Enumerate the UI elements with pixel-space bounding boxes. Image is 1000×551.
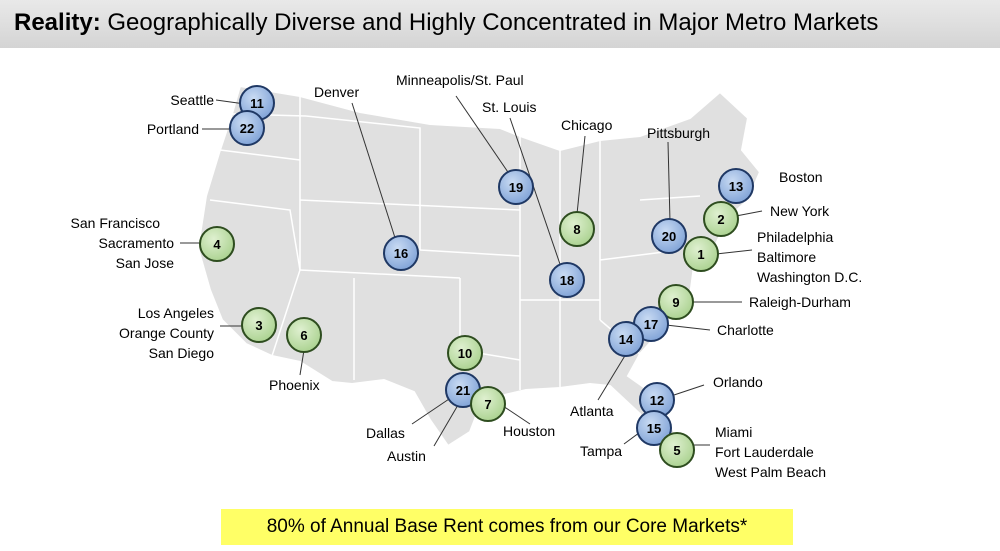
marker-number: 17 xyxy=(644,317,658,332)
marker-miami[interactable]: 5 xyxy=(659,432,695,468)
marker-los-angeles[interactable]: 3 xyxy=(241,307,277,343)
marker-tampa[interactable]: 15 xyxy=(636,410,672,446)
city-label-denver: Denver xyxy=(314,84,359,100)
city-label-pittsburgh: Pittsburgh xyxy=(647,125,710,141)
city-label-austin: Austin xyxy=(387,448,426,464)
city-label-phoenix: Phoenix xyxy=(269,377,320,393)
city-label-st-louis: St. Louis xyxy=(482,99,536,115)
marker-st-louis[interactable]: 18 xyxy=(549,262,585,298)
marker-number: 9 xyxy=(672,295,679,310)
title-bar: Reality: Geographically Diverse and High… xyxy=(0,0,1000,48)
marker-number: 6 xyxy=(300,328,307,343)
marker-number: 21 xyxy=(456,383,470,398)
marker-number: 19 xyxy=(509,180,523,195)
marker-atlanta[interactable]: 14 xyxy=(608,321,644,357)
marker-number: 7 xyxy=(484,397,491,412)
marker-boston[interactable]: 13 xyxy=(718,168,754,204)
marker-number: 15 xyxy=(647,421,661,436)
city-label-san-francisco: San Francisco xyxy=(71,215,161,231)
city-label-minneapolis: Minneapolis/St. Paul xyxy=(396,72,524,88)
city-label-portland: Portland xyxy=(147,121,199,137)
core-markets-banner: 80% of Annual Base Rent comes from our C… xyxy=(221,509,793,545)
marker-houston[interactable]: 7 xyxy=(470,386,506,422)
marker-philadelphia[interactable]: 1 xyxy=(683,236,719,272)
marker-number: 18 xyxy=(560,273,574,288)
city-label-tampa: Tampa xyxy=(580,443,622,459)
marker-chicago[interactable]: 8 xyxy=(559,211,595,247)
city-label-baltimore: Baltimore xyxy=(757,249,816,265)
title-bold: Reality: xyxy=(14,9,101,36)
marker-raleigh-durham[interactable]: 9 xyxy=(658,284,694,320)
marker-number: 3 xyxy=(255,318,262,333)
marker-new-york[interactable]: 2 xyxy=(703,201,739,237)
marker-pittsburgh[interactable]: 20 xyxy=(651,218,687,254)
city-label-san-diego: San Diego xyxy=(149,345,215,361)
marker-number: 12 xyxy=(650,393,664,408)
marker-phoenix[interactable]: 6 xyxy=(286,317,322,353)
marker-number: 20 xyxy=(662,229,676,244)
marker-denver[interactable]: 16 xyxy=(383,235,419,271)
marker-number: 2 xyxy=(717,212,724,227)
city-label-los-angeles: Los Angeles xyxy=(138,305,214,321)
marker-number: 13 xyxy=(729,179,743,194)
city-label-san-jose: San Jose xyxy=(116,255,175,271)
marker-number: 1 xyxy=(697,247,704,262)
marker-number: 22 xyxy=(240,121,254,136)
city-label-chicago: Chicago xyxy=(561,117,613,133)
page-title: Reality: Geographically Diverse and High… xyxy=(14,9,878,37)
city-label-west-palm-beach: West Palm Beach xyxy=(715,464,826,480)
marker-orlando[interactable]: 12 xyxy=(639,382,675,418)
city-label-houston: Houston xyxy=(503,423,555,439)
marker-10[interactable]: 10 xyxy=(447,335,483,371)
city-label-boston: Boston xyxy=(779,169,823,185)
city-label-dallas: Dallas xyxy=(366,425,405,441)
city-label-orlando: Orlando xyxy=(713,374,763,390)
marker-number: 4 xyxy=(213,237,221,252)
marker-portland[interactable]: 22 xyxy=(229,110,265,146)
city-label-new-york: New York xyxy=(770,203,830,219)
city-label-raleigh-durham: Raleigh-Durham xyxy=(749,294,851,310)
marker-number: 10 xyxy=(458,346,472,361)
marker-number: 14 xyxy=(619,332,634,347)
marker-san-francisco[interactable]: 4 xyxy=(199,226,235,262)
marker-number: 8 xyxy=(573,222,580,237)
city-label-orange-county: Orange County xyxy=(119,325,214,341)
marker-minneapolis[interactable]: 19 xyxy=(498,169,534,205)
city-label-sacramento: Sacramento xyxy=(99,235,175,251)
city-labels: Seattle Portland Denver Minneapolis/St. … xyxy=(71,72,863,480)
city-label-seattle: Seattle xyxy=(170,92,214,108)
city-label-charlotte: Charlotte xyxy=(717,322,774,338)
city-label-fort-lauderdale: Fort Lauderdale xyxy=(715,444,814,460)
marker-number: 16 xyxy=(394,246,408,261)
marker-number: 11 xyxy=(250,96,264,111)
marker-number: 5 xyxy=(673,443,680,458)
title-text: Geographically Diverse and Highly Concen… xyxy=(107,9,879,36)
city-label-washington: Washington D.C. xyxy=(757,269,862,285)
city-label-atlanta: Atlanta xyxy=(570,403,614,419)
city-label-miami: Miami xyxy=(715,424,752,440)
city-label-philadelphia: Philadelphia xyxy=(757,229,833,245)
